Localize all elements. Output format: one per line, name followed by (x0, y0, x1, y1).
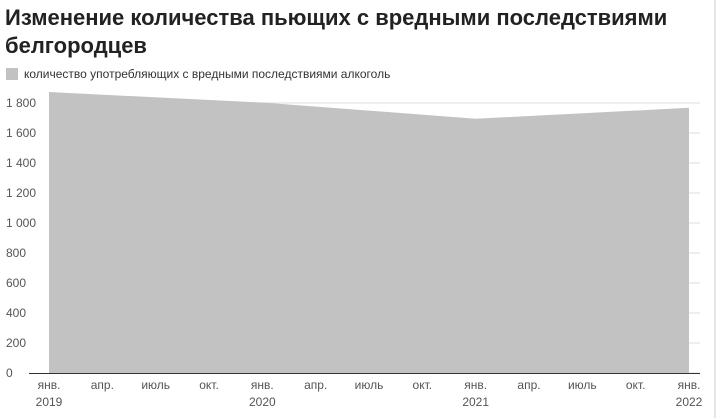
y-tick-label: 1 800 (6, 96, 36, 110)
x-tick-label: июль (141, 378, 170, 392)
x-tick-year: 2021 (462, 395, 489, 409)
y-tick-label: 1 400 (6, 156, 36, 170)
chart-title: Изменение количества пьющих с вредными п… (5, 5, 668, 58)
legend: количество употребляющих с вредными посл… (6, 67, 390, 81)
y-tick-label: 600 (6, 276, 26, 290)
y-tick-label: 200 (6, 336, 26, 350)
frame-edge (714, 0, 716, 418)
x-tick-label: июль (568, 378, 597, 392)
y-tick-label: 1 200 (6, 186, 36, 200)
x-tick-label: янв. (251, 378, 274, 392)
x-tick-label: апр. (517, 378, 540, 392)
x-axis: янв. 2019 апр. июль окт. янв. 2020 апр. июль окт.… (36, 378, 703, 409)
x-tick-label: окт. (626, 378, 646, 392)
y-tick-label: 800 (6, 246, 26, 260)
y-tick-label: 1 600 (6, 126, 36, 140)
area-layer (29, 92, 700, 374)
y-tick-label: 0 (6, 366, 13, 380)
x-tick-label: окт. (199, 378, 219, 392)
x-tick-label: апр. (304, 378, 327, 392)
x-tick-year: 2022 (676, 395, 703, 409)
x-tick-label: апр. (91, 378, 114, 392)
legend-label: количество употребляющих с вредными посл… (24, 67, 391, 81)
x-tick-year: 2020 (249, 395, 276, 409)
x-tick-year: 2019 (36, 395, 63, 409)
y-tick-label: 400 (6, 306, 26, 320)
y-axis: 0 200 400 600 800 1 000 1 200 1 400 1 600 1 800 (6, 96, 36, 380)
x-tick-label: янв. (678, 378, 701, 392)
x-tick-label: июль (355, 378, 384, 392)
legend-swatch (6, 68, 18, 80)
x-tick-label: янв. (38, 378, 61, 392)
y-tick-label: 1 000 (6, 216, 36, 230)
area-series (49, 92, 689, 374)
x-tick-label: окт. (413, 378, 433, 392)
x-tick-label: янв. (464, 378, 487, 392)
